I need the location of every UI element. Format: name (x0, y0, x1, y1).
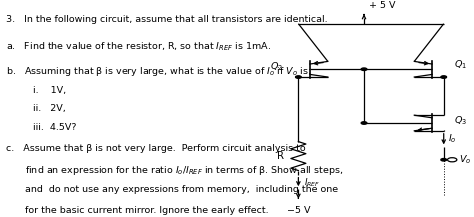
Text: a.   Find the value of the resistor, R, so that $I_{REF}$ is 1mA.: a. Find the value of the resistor, R, so… (6, 40, 272, 53)
Circle shape (361, 68, 367, 71)
Text: i.    1V,: i. 1V, (33, 86, 66, 95)
Text: find an expression for the ratio $I_o$/$I_{REF}$ in terms of β. Show all steps,: find an expression for the ratio $I_o$/$… (25, 164, 343, 177)
Text: $I_o$: $I_o$ (448, 133, 457, 145)
Text: $I_{REF}$: $I_{REF}$ (304, 177, 320, 189)
Circle shape (447, 158, 457, 162)
Text: −5 V: −5 V (287, 206, 310, 215)
Text: $Q_3$: $Q_3$ (454, 115, 467, 127)
Circle shape (441, 159, 447, 161)
Text: 3.   In the following circuit, assume that all transistors are identical.: 3. In the following circuit, assume that… (6, 15, 328, 25)
Text: R: R (277, 151, 284, 161)
Text: $Q_2$: $Q_2$ (270, 61, 283, 73)
Text: and  do not use any expressions from memory,  including the one: and do not use any expressions from memo… (25, 185, 338, 194)
Text: $V_o$: $V_o$ (459, 153, 471, 166)
Circle shape (361, 122, 367, 124)
Circle shape (296, 76, 301, 78)
Text: $Q_1$: $Q_1$ (454, 59, 467, 71)
Text: b.   Assuming that β is very large, what is the value of $I_o$ if $V_o$ is:: b. Assuming that β is very large, what i… (6, 65, 311, 78)
Text: ii.   2V,: ii. 2V, (33, 104, 65, 113)
Text: for the basic current mirror. Ignore the early effect.: for the basic current mirror. Ignore the… (25, 206, 269, 215)
Text: + 5 V: + 5 V (369, 1, 395, 10)
Circle shape (441, 76, 447, 78)
Text: c.   Assume that β is not very large.  Perform circuit analysis to: c. Assume that β is not very large. Perf… (6, 144, 306, 153)
Text: iii.  4.5V?: iii. 4.5V? (33, 123, 76, 132)
